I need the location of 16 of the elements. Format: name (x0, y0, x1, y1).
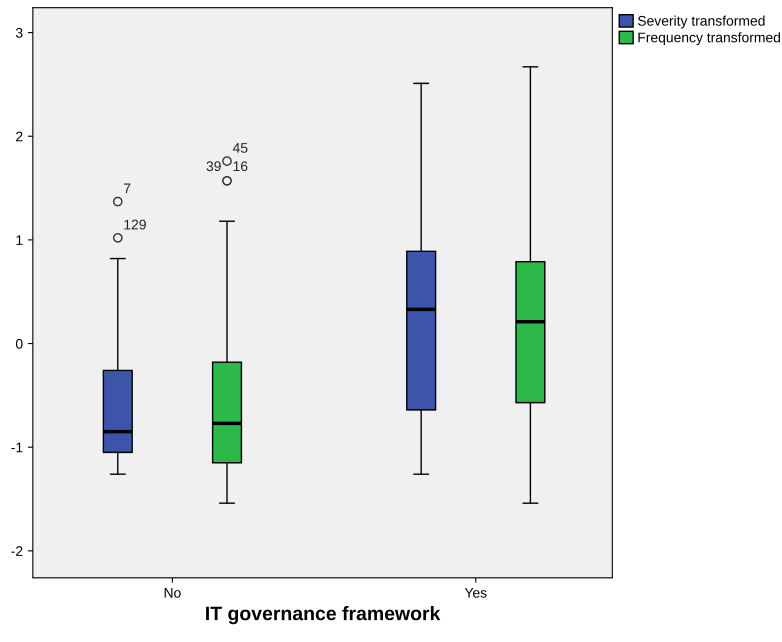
y-tick-label: -1 (11, 442, 22, 452)
x-axis-title: IT governance framework (206, 606, 440, 624)
y-tick-label: 3 (16, 28, 23, 38)
y-tick-label: 2 (16, 132, 22, 142)
x-tick-label: No (164, 588, 181, 598)
legend-label: Frequency transformed (638, 32, 780, 46)
annotation: 7 (124, 184, 130, 194)
y-tick-label: 0 (16, 338, 23, 349)
annotation: 39 (206, 161, 221, 172)
y-tick-label: 1 (16, 235, 22, 245)
x-tick-label: Yes (464, 588, 487, 598)
y-tick-label: -2 (11, 546, 22, 556)
annotation: 129 (124, 220, 146, 230)
legend-label: Severity transformed (638, 16, 765, 29)
annotation: 16 (234, 161, 248, 172)
annotation: 45 (232, 143, 248, 153)
